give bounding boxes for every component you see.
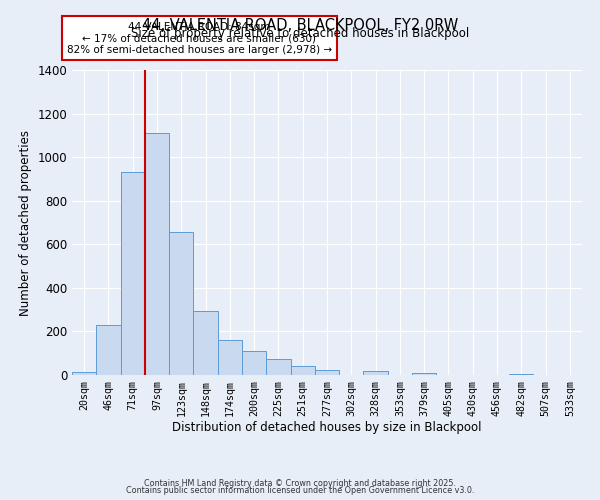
- Bar: [509, 374, 533, 375]
- Bar: [169, 232, 193, 375]
- Bar: [412, 373, 436, 375]
- Bar: [193, 310, 218, 375]
- Bar: [218, 340, 242, 375]
- Bar: [121, 172, 145, 375]
- Bar: [315, 370, 339, 375]
- Bar: [145, 133, 169, 375]
- Bar: [290, 366, 315, 375]
- Text: 44 VALENTIA ROAD: 84sqm
← 17% of detached houses are smaller (630)
82% of semi-d: 44 VALENTIA ROAD: 84sqm ← 17% of detache…: [67, 22, 332, 54]
- Text: Size of property relative to detached houses in Blackpool: Size of property relative to detached ho…: [131, 28, 469, 40]
- Bar: [364, 371, 388, 375]
- X-axis label: Distribution of detached houses by size in Blackpool: Distribution of detached houses by size …: [172, 422, 482, 434]
- Text: Contains HM Land Registry data © Crown copyright and database right 2025.: Contains HM Land Registry data © Crown c…: [144, 478, 456, 488]
- Text: Contains public sector information licensed under the Open Government Licence v3: Contains public sector information licen…: [126, 486, 474, 495]
- Bar: [96, 325, 121, 375]
- Bar: [242, 351, 266, 375]
- Y-axis label: Number of detached properties: Number of detached properties: [19, 130, 32, 316]
- Bar: [266, 360, 290, 375]
- Text: 44, VALENTIA ROAD, BLACKPOOL, FY2 0RW: 44, VALENTIA ROAD, BLACKPOOL, FY2 0RW: [142, 18, 458, 32]
- Bar: [72, 372, 96, 375]
